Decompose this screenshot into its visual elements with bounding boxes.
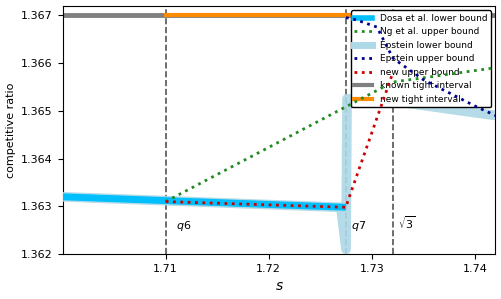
Epstein lower bound bbox=[338, 205, 344, 209]
Epstein upper bound bbox=[353, 18, 359, 22]
Dosa et al. lower bound bbox=[60, 195, 66, 199]
Ng et al. upper bound bbox=[492, 66, 498, 69]
Ng et al. upper bound bbox=[359, 96, 365, 100]
Epstein upper bound bbox=[420, 78, 426, 81]
Ng et al. upper bound bbox=[333, 110, 339, 114]
Line: Epstein upper bound: Epstein upper bound bbox=[346, 18, 495, 115]
Epstein upper bound bbox=[472, 104, 478, 108]
Y-axis label: competitive ratio: competitive ratio bbox=[6, 82, 16, 178]
Ng et al. upper bound bbox=[466, 70, 472, 73]
Epstein lower bound bbox=[492, 114, 498, 117]
Text: $q7$: $q7$ bbox=[351, 219, 366, 233]
new upper bound bbox=[386, 81, 392, 85]
new upper bound bbox=[343, 205, 349, 209]
new upper bound bbox=[359, 160, 365, 164]
Epstein upper bound bbox=[390, 56, 396, 60]
Line: Epstein lower bound: Epstein lower bound bbox=[63, 99, 495, 249]
Legend: Dosa et al. lower bound, Ng et al. upper bound, Epstein lower bound, Epstein upp: Dosa et al. lower bound, Ng et al. upper… bbox=[351, 10, 491, 107]
new upper bound bbox=[373, 119, 379, 122]
new upper bound bbox=[163, 200, 169, 203]
Line: Ng et al. upper bound: Ng et al. upper bound bbox=[166, 68, 495, 202]
Text: $\sqrt{3}$: $\sqrt{3}$ bbox=[398, 215, 416, 231]
new upper bound bbox=[390, 71, 396, 74]
Epstein lower bound bbox=[344, 97, 350, 100]
Line: Dosa et al. lower bound: Dosa et al. lower bound bbox=[63, 197, 346, 207]
new upper bound bbox=[262, 203, 268, 207]
Ng et al. upper bound bbox=[239, 159, 245, 163]
Epstein upper bound bbox=[374, 25, 380, 29]
Line: new upper bound: new upper bound bbox=[166, 72, 393, 207]
Ng et al. upper bound bbox=[476, 68, 482, 72]
Ng et al. upper bound bbox=[226, 167, 232, 170]
Text: $q6$: $q6$ bbox=[176, 219, 191, 233]
Dosa et al. lower bound bbox=[343, 205, 349, 209]
new upper bound bbox=[207, 201, 213, 205]
new upper bound bbox=[375, 112, 381, 115]
Epstein upper bound bbox=[492, 114, 498, 117]
Epstein lower bound bbox=[343, 248, 349, 251]
Epstein lower bound bbox=[60, 195, 66, 199]
Epstein upper bound bbox=[343, 16, 349, 19]
X-axis label: s: s bbox=[276, 280, 283, 293]
Ng et al. upper bound bbox=[163, 200, 169, 203]
Epstein lower bound bbox=[390, 99, 396, 103]
